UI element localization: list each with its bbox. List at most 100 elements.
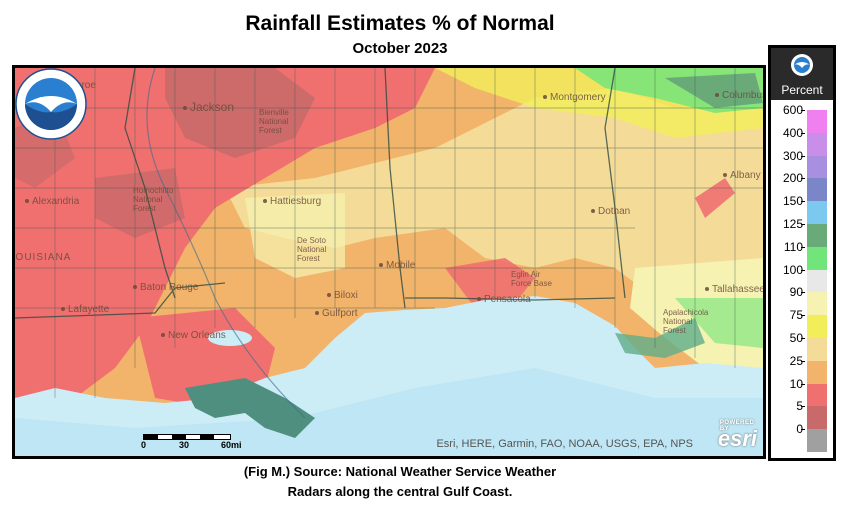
legend-value: 75 <box>789 308 803 323</box>
place-desoto: De Soto National Forest <box>297 236 327 263</box>
legend-value: 300 <box>782 148 803 163</box>
legend-swatch <box>807 269 827 293</box>
scale-bar: 0 30 60mi <box>139 432 249 450</box>
place-albany: Albany <box>723 170 761 181</box>
legend-value: 600 <box>782 103 803 117</box>
zone-dkred-2 <box>95 168 185 238</box>
place-alexandria: Alexandria <box>25 196 79 207</box>
legend-panel: Percent 600 400 300 200 150 125 110 100 90 75 50 25… <box>768 45 836 461</box>
legend-tick <box>801 360 805 362</box>
caption-line-2: Radars along the central Gulf Coast. <box>287 484 513 499</box>
place-homochitto: Homochitto National Forest <box>133 186 174 213</box>
legend-swatch <box>807 223 827 247</box>
legend-swatch <box>807 155 827 179</box>
place-batonrouge: Baton Rouge <box>133 282 198 293</box>
legend-tick <box>801 337 805 339</box>
scale-segment <box>172 435 186 439</box>
legend-tick <box>801 315 805 317</box>
legend-item: 600 <box>777 103 827 133</box>
legend-item: 200 <box>777 171 827 202</box>
legend-tick <box>801 246 805 248</box>
legend-swatch <box>807 132 827 156</box>
legend-item: 300 <box>777 149 827 179</box>
legend-title: Percent <box>781 83 823 97</box>
legend-item: 75 <box>777 308 827 338</box>
noaa-logo: NOAA <box>15 68 87 140</box>
place-lafayette: Lafayette <box>61 304 109 315</box>
legend-scale: 600 400 300 200 150 125 110 100 90 75 50 25 10 5 0 <box>777 103 827 452</box>
place-gulfport: Gulfport <box>315 308 358 319</box>
place-apalachicola: Apalachicola National Forest <box>663 308 709 335</box>
legend-swatch <box>807 110 827 133</box>
mississippi-river <box>146 68 306 419</box>
legend-tick <box>801 223 805 225</box>
legend-swatch <box>807 406 827 430</box>
state-lines <box>15 68 626 319</box>
scale-track <box>143 434 231 440</box>
esri-logo-text: esri <box>717 426 757 451</box>
legend-value: 50 <box>789 330 803 345</box>
legend-tick <box>801 269 805 271</box>
legend-item: 100 <box>777 263 827 293</box>
legend-item: 10 <box>777 377 827 407</box>
legend-value: 150 <box>782 194 803 209</box>
place-biloxi: Biloxi <box>327 290 358 301</box>
legend-tick <box>801 292 805 294</box>
scale-label: 30 <box>179 440 190 450</box>
legend-swatch <box>807 292 827 316</box>
delta-wetland <box>185 378 315 438</box>
legend-tick <box>801 132 805 134</box>
legend-item: 150 <box>777 194 827 224</box>
place-columbus: Columbus <box>715 90 763 101</box>
legend-value: 10 <box>789 376 803 391</box>
legend-item: 25 <box>777 354 827 384</box>
place-tallahassee: Tallahassee <box>705 284 763 295</box>
map-attribution[interactable]: Esri, HERE, Garmin, FAO, NOAA, USGS, EPA… <box>436 438 693 450</box>
legend-item: 90 <box>777 285 827 316</box>
legend-swatch <box>807 337 827 361</box>
legend-value: 5 <box>796 399 803 414</box>
coast-wetland-fl <box>615 318 705 358</box>
legend-value: 400 <box>782 125 803 140</box>
page-title: Rainfall Estimates % of Normal <box>245 12 555 35</box>
legend-swatch <box>807 246 827 270</box>
page-subtitle: October 2023 <box>352 40 448 57</box>
place-mobile: Mobile <box>379 260 415 271</box>
boundaries <box>15 68 763 398</box>
legend-item: 0 <box>777 422 827 452</box>
scale-segment <box>144 435 158 439</box>
rainfall-map[interactable]: Monroe Jackson Bienville National Forest… <box>12 65 766 459</box>
legend-value: 200 <box>782 171 803 186</box>
legend-value: 0 <box>796 422 803 437</box>
esri-tagline: POWERED BY <box>719 420 755 432</box>
esri-logo[interactable]: POWERED BY esri <box>717 420 757 452</box>
scale-segment <box>200 435 214 439</box>
legend-item: 400 <box>777 126 827 156</box>
legend-header: Percent <box>771 48 833 100</box>
legend-tick <box>801 406 805 408</box>
zone-green-fl2 <box>675 298 763 348</box>
place-hattiesburg: Hattiesburg <box>263 196 321 207</box>
legend-tick <box>801 201 805 203</box>
legend-value: 100 <box>782 262 803 277</box>
legend-item: 50 <box>777 331 827 361</box>
scale-label: 60mi <box>221 440 242 450</box>
legend-item: 110 <box>777 240 827 270</box>
legend-swatch <box>807 360 827 384</box>
noaa-logo-text: NOAA <box>39 96 63 105</box>
scale-label: 0 <box>141 440 147 450</box>
legend-swatch <box>807 315 827 338</box>
place-eglin: Eglin Air Force Base <box>511 270 552 288</box>
place-bienville: Bienville National Forest <box>259 108 289 135</box>
legend-swatch <box>807 383 827 407</box>
legend-swatch <box>807 429 827 452</box>
legend-tick <box>801 178 805 180</box>
place-louisiana: LOUISIANA <box>12 252 72 263</box>
legend-tick <box>801 110 805 111</box>
legend-value: 90 <box>789 285 803 300</box>
legend-tick <box>801 383 805 385</box>
place-montgomery: Montgomery <box>543 92 606 103</box>
legend-swatch <box>807 201 827 224</box>
figure-caption: (Fig M.) Source: National Weather Servic… <box>0 462 800 502</box>
zone-50-75 <box>225 88 763 318</box>
